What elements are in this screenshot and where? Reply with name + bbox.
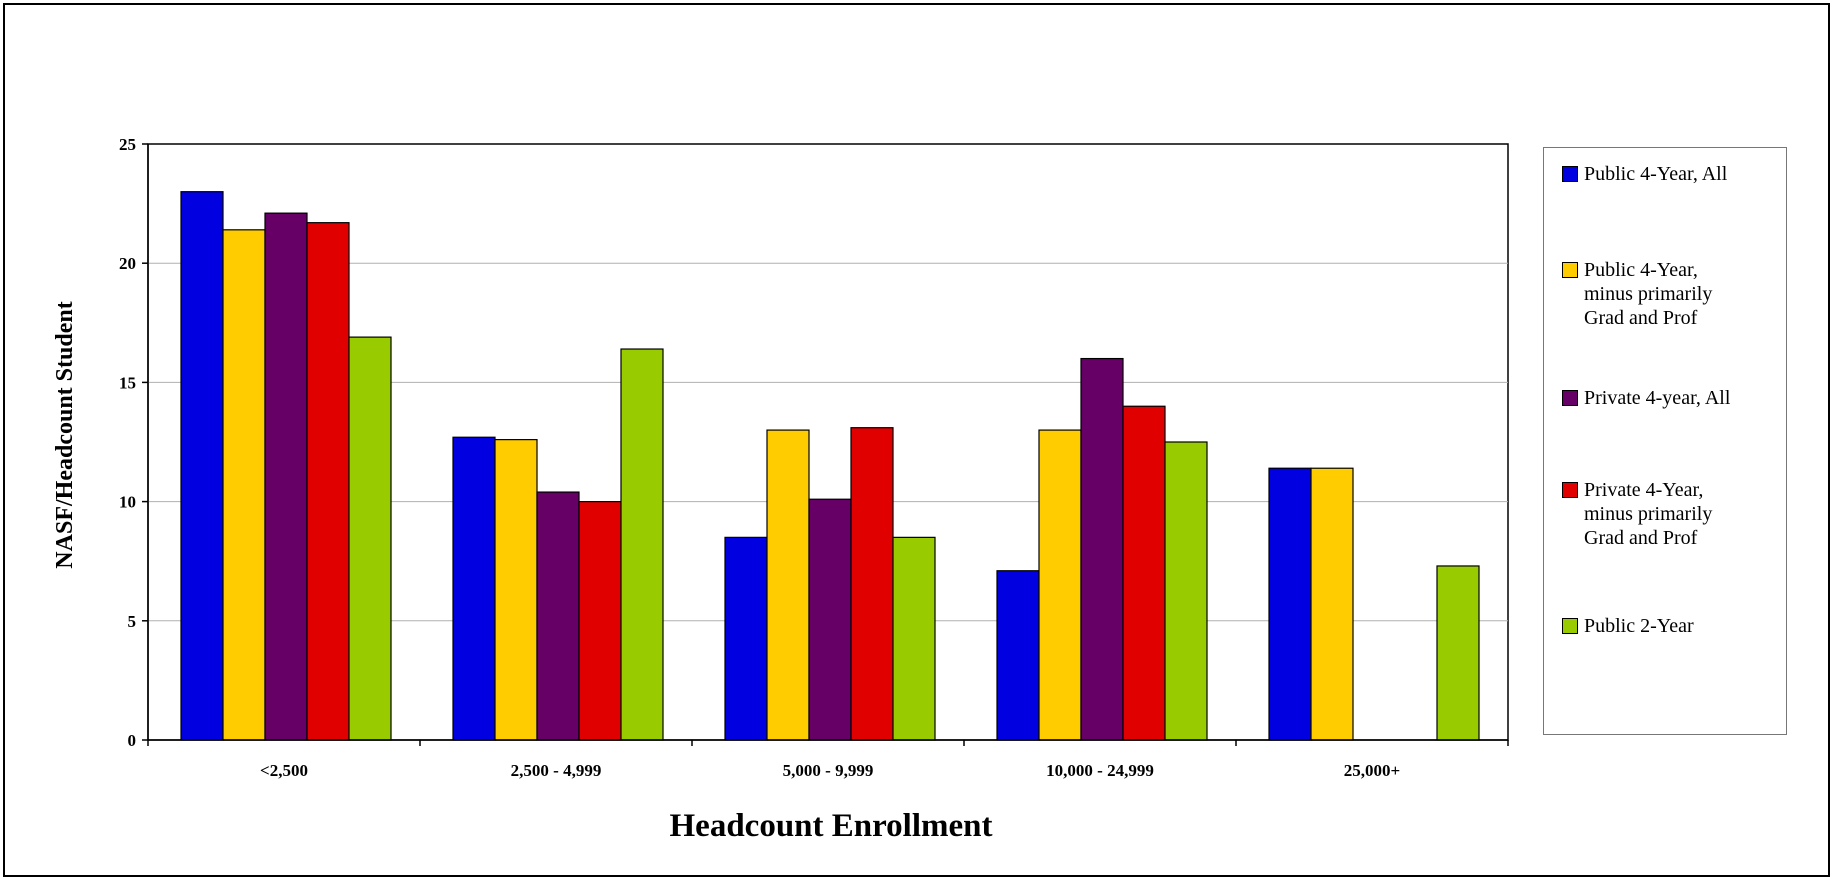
bar bbox=[494, 439, 538, 741]
bar bbox=[766, 429, 810, 741]
bar bbox=[222, 229, 266, 741]
legend-label: Public 4-Year, All bbox=[1584, 163, 1728, 185]
x-tick-label: 25,000+ bbox=[1344, 761, 1400, 780]
legend-swatch bbox=[1562, 262, 1578, 278]
axes bbox=[147, 144, 1508, 741]
legend-item: Private 4-Year, minus primarily Grad and… bbox=[1562, 478, 1712, 550]
bar bbox=[578, 501, 622, 741]
bar bbox=[1164, 441, 1208, 741]
bar bbox=[996, 570, 1040, 741]
legend-label: Public 2-Year bbox=[1584, 615, 1694, 637]
legend-swatch bbox=[1562, 482, 1578, 498]
bar bbox=[724, 536, 768, 741]
x-axis-title: Headcount Enrollment bbox=[670, 808, 993, 844]
y-tick-label: 0 bbox=[128, 731, 137, 750]
y-tick-label: 20 bbox=[119, 254, 136, 273]
legend-label: Private 4-Year, minus primarily Grad and… bbox=[1584, 479, 1713, 549]
bar bbox=[1122, 405, 1166, 741]
legend-swatch bbox=[1562, 618, 1578, 634]
bar bbox=[306, 222, 350, 741]
x-tick-label: 2,500 - 4,999 bbox=[511, 761, 602, 780]
legend-item: Public 4-Year, minus primarily Grad and … bbox=[1562, 258, 1712, 330]
bar bbox=[1268, 467, 1312, 741]
x-tick-label: 10,000 - 24,999 bbox=[1046, 761, 1154, 780]
ticks: 0 5 10 15 20 25 <2,500 2,500 - 4,999 5,000 - 9,9… bbox=[119, 135, 1509, 780]
y-axis-title: NASF/Headcount Student bbox=[52, 301, 78, 568]
bars bbox=[180, 191, 1480, 741]
legend-swatch bbox=[1562, 166, 1578, 182]
bar bbox=[536, 491, 580, 741]
bar bbox=[620, 348, 664, 741]
bar bbox=[452, 436, 496, 741]
bar bbox=[850, 427, 894, 741]
bar bbox=[1310, 467, 1354, 741]
x-tick-label: 5,000 - 9,999 bbox=[783, 761, 874, 780]
y-tick-label: 25 bbox=[119, 135, 136, 154]
bar bbox=[1080, 357, 1124, 741]
legend: Public 4-Year, All Public 4-Year, minus p… bbox=[1543, 147, 1787, 735]
y-tick-label: 5 bbox=[128, 612, 137, 631]
legend-label: Private 4-year, All bbox=[1584, 387, 1731, 409]
legend-item: Public 4-Year, All bbox=[1562, 162, 1727, 186]
legend-label: Public 4-Year, minus primarily Grad and … bbox=[1584, 259, 1713, 329]
bar bbox=[180, 191, 224, 741]
legend-item: Private 4-year, All bbox=[1562, 386, 1730, 410]
y-tick-label: 10 bbox=[119, 493, 136, 512]
legend-item: Public 2-Year bbox=[1562, 614, 1694, 638]
bar bbox=[264, 212, 308, 741]
bar bbox=[1038, 429, 1082, 741]
bar bbox=[808, 498, 852, 741]
bar bbox=[348, 336, 392, 741]
x-tick-label: <2,500 bbox=[260, 761, 308, 780]
y-tick-label: 15 bbox=[119, 373, 136, 392]
bar bbox=[1436, 565, 1480, 741]
bar bbox=[892, 536, 936, 741]
legend-swatch bbox=[1562, 390, 1578, 406]
